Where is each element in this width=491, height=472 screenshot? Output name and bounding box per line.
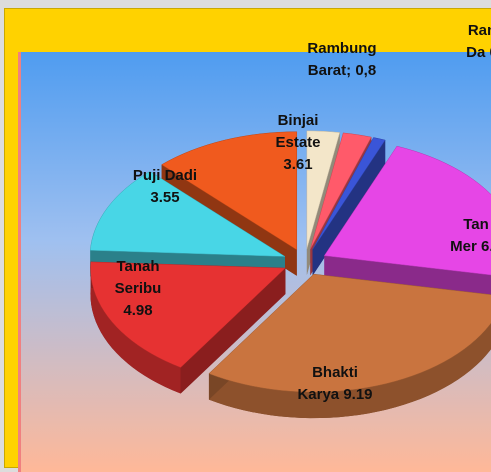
- pie-slice: [89, 171, 286, 257]
- data-label: Tanah Seribu 4.98: [107, 256, 169, 322]
- label-text: Tanah Seribu: [114, 258, 162, 297]
- pie-slice: [161, 131, 298, 251]
- pie-slice: [306, 130, 341, 249]
- data-label: Bhakti Karya 9.19: [295, 362, 375, 406]
- annotation: Ran Da 0: [462, 20, 491, 64]
- pie-slice: [90, 261, 287, 368]
- label-text: 9.19: [343, 386, 373, 403]
- slice-wall: [312, 140, 386, 276]
- data-label: Puji Dadi 3.55: [130, 165, 200, 209]
- label-text: 3.55: [150, 189, 180, 206]
- label-text: 4.98: [123, 302, 153, 319]
- label-text: Bhakti Karya: [297, 364, 358, 403]
- slice-side: [90, 261, 181, 394]
- pie-slice: [310, 132, 372, 250]
- label-text: Puji Dadi: [132, 167, 198, 184]
- label-text: Ran Da 0: [466, 22, 491, 61]
- data-label: Rambung Barat; 0,8: [290, 38, 394, 82]
- pie-slice: [208, 273, 491, 393]
- slice-side: [208, 323, 491, 419]
- label-text: Tan Mer 6.5: [450, 216, 491, 255]
- label-text: Rambung Barat;: [307, 40, 377, 79]
- label-text: Binjai Estate: [275, 112, 321, 151]
- label-text: 0,8: [355, 62, 377, 79]
- pie-slice: [323, 145, 491, 276]
- slice-wall: [180, 268, 286, 394]
- pie-slice: [312, 137, 386, 250]
- data-label: Binjai Estate 3.61: [263, 110, 333, 176]
- annotation: Tan Mer 6.5: [450, 214, 491, 258]
- label-text: 3.61: [283, 156, 313, 173]
